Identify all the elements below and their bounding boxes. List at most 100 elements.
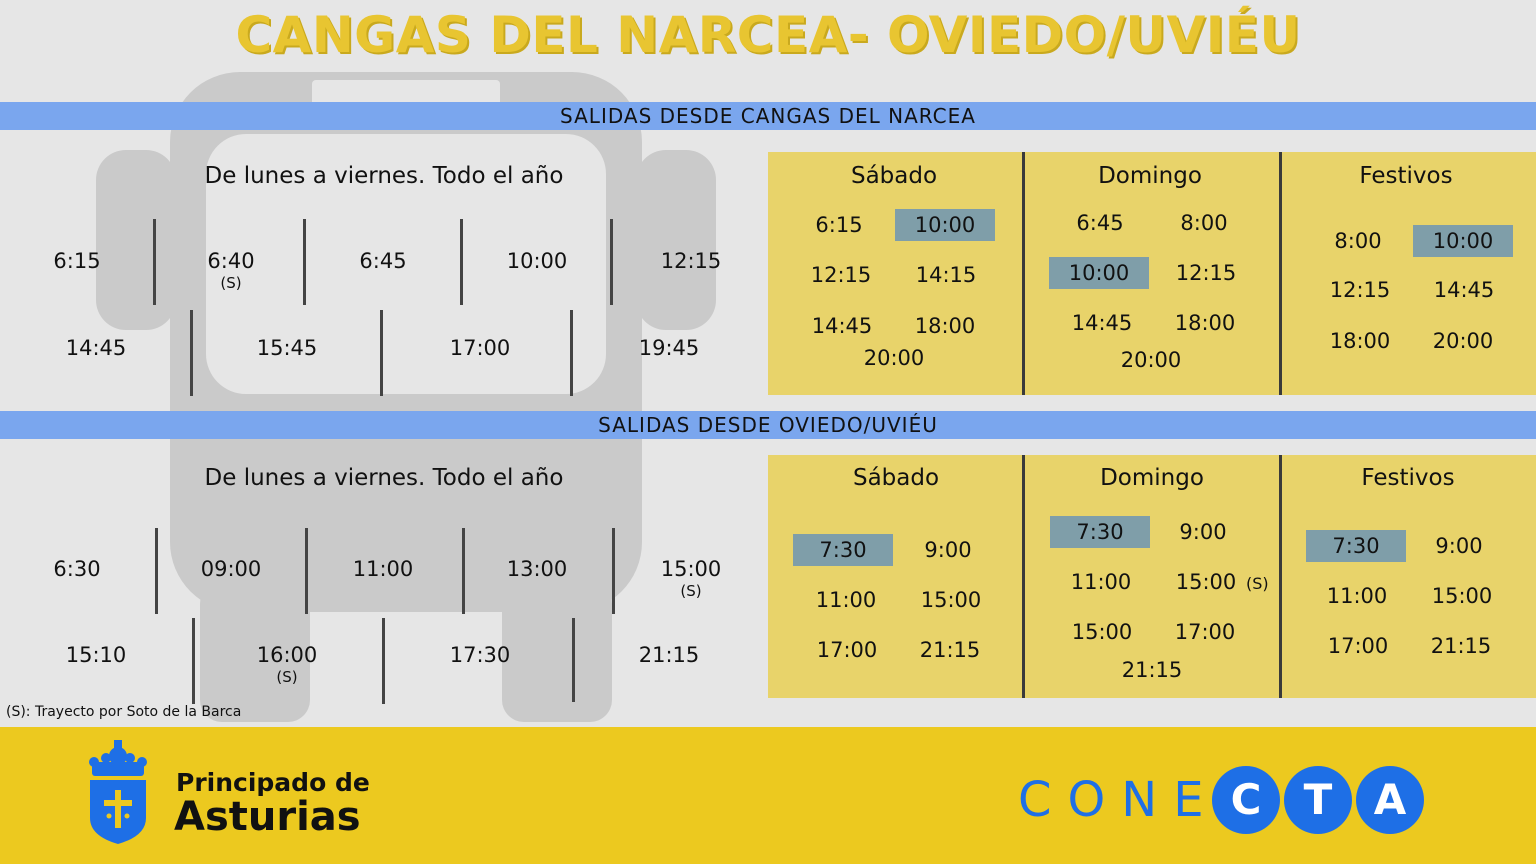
schedule-time: 6:45: [1076, 211, 1124, 235]
highlighted-time: 7:30: [1050, 516, 1150, 548]
weekday-time: 17:00: [449, 336, 511, 360]
divider: [305, 528, 308, 614]
weekday-time: 6:45: [359, 249, 407, 273]
divider: [155, 528, 158, 614]
schedule-time: 9:00: [924, 538, 972, 562]
weekend-schedule-card: [768, 455, 1536, 698]
divider: [190, 310, 193, 396]
weekday-time: 16:00 (S): [227, 643, 347, 686]
schedule-time: 14:45: [811, 314, 873, 338]
section-band-cangas: SALIDAS DESDE CANGAS DEL NARCEA: [0, 102, 1536, 130]
schedule-time: 17:00: [816, 638, 878, 662]
weekday-time: 15:10: [65, 643, 127, 667]
highlighted-time: 7:30: [1306, 530, 1406, 562]
divider: [1022, 152, 1025, 395]
schedule-time: 14:45: [1071, 311, 1133, 335]
divider: [1279, 455, 1282, 698]
schedule-time: 15:00: [1175, 570, 1237, 594]
schedule-time: 12:15: [1175, 261, 1237, 285]
weekday-time: 09:00: [200, 557, 262, 581]
highlighted-time: 7:30: [793, 534, 893, 566]
bus-silhouette-icon: [96, 72, 716, 722]
schedule-time: 9:00: [1179, 520, 1227, 544]
divider: [612, 528, 615, 614]
weekday-time: 19:45: [638, 336, 700, 360]
org-name-line1: Principado de: [176, 768, 370, 797]
divider: [1279, 152, 1282, 395]
footer-bar: [0, 727, 1536, 864]
brand-letter: C: [1212, 766, 1280, 834]
weekday-time: 14:45: [65, 336, 127, 360]
schedule-time: 14:45: [1433, 278, 1495, 302]
divider: [153, 219, 156, 305]
schedule-time: 6:15: [815, 213, 863, 237]
schedule-time: 11:00: [815, 588, 877, 612]
asturias-shield-icon: [89, 740, 147, 844]
schedule-time: 8:00: [1334, 229, 1382, 253]
schedule-time: 15:00: [920, 588, 982, 612]
route-note: (S): [1246, 574, 1269, 593]
weekday-time: 11:00: [352, 557, 414, 581]
route-note: (S): [680, 582, 702, 600]
weekday-time: 13:00: [506, 557, 568, 581]
weekday-time: 21:15: [638, 643, 700, 667]
brand-letter: A: [1356, 766, 1424, 834]
schedule-time: 12:15: [1329, 278, 1391, 302]
schedule-time: 11:00: [1326, 584, 1388, 608]
weekday-title-oviedo: De lunes a viernes. Todo el año: [204, 465, 564, 491]
divider: [1022, 455, 1025, 698]
divider: [380, 310, 383, 396]
sabado-heading: Sábado: [852, 465, 940, 491]
weekend-schedule-card: [768, 152, 1536, 395]
weekday-time: 17:30: [449, 643, 511, 667]
schedule-time: 12:15: [810, 263, 872, 287]
schedule-time: 11:00: [1070, 570, 1132, 594]
schedule-time: 15:00: [1071, 620, 1133, 644]
footnote: (S): Trayecto por Soto de la Barca: [6, 704, 242, 720]
highlighted-time: 10:00: [895, 209, 995, 241]
highlighted-time: 10:00: [1413, 225, 1513, 257]
schedule-time: 17:00: [1174, 620, 1236, 644]
schedule-time: 14:15: [915, 263, 977, 287]
route-note: (S): [220, 274, 242, 292]
festivos-heading: Festivos: [1361, 465, 1455, 491]
domingo-heading: Domingo: [1098, 163, 1202, 189]
schedule-time: 21:15: [919, 638, 981, 662]
divider: [610, 219, 613, 305]
schedule-time: 20:00: [863, 346, 925, 370]
weekday-time: 12:15: [660, 249, 722, 273]
brand-wordmark: CONE: [1018, 772, 1220, 828]
page-title: CANGAS DEL NARCEA- OVIEDO/UVIÉU: [235, 6, 1301, 64]
divider: [460, 219, 463, 305]
weekday-time: 6:30: [53, 557, 101, 581]
section-band-oviedo: SALIDAS DESDE OVIEDO/UVIÉU: [0, 411, 1536, 439]
divider: [572, 618, 575, 702]
schedule-time: 20:00: [1120, 348, 1182, 372]
divider: [462, 528, 465, 614]
weekday-time: 10:00: [506, 249, 568, 273]
weekday-time: 6:15: [53, 249, 101, 273]
schedule-time: 9:00: [1435, 534, 1483, 558]
sabado-heading: Sábado: [850, 163, 938, 189]
divider: [570, 310, 573, 396]
festivos-heading: Festivos: [1359, 163, 1453, 189]
weekday-title-cangas: De lunes a viernes. Todo el año: [204, 163, 564, 189]
weekday-time: 15:00 (S): [631, 557, 751, 600]
schedule-time: 20:00: [1432, 329, 1494, 353]
schedule-time: 21:15: [1430, 634, 1492, 658]
brand-letter: T: [1284, 766, 1352, 834]
weekday-time: 6:40 (S): [171, 249, 291, 292]
domingo-heading: Domingo: [1100, 465, 1204, 491]
schedule-time: 17:00: [1327, 634, 1389, 658]
schedule-time: 21:15: [1121, 658, 1183, 682]
schedule-time: 18:00: [1174, 311, 1236, 335]
highlighted-time: 10:00: [1049, 257, 1149, 289]
schedule-time: 18:00: [914, 314, 976, 338]
divider: [382, 618, 385, 704]
divider: [192, 618, 195, 704]
org-name-line2: Asturias: [174, 794, 361, 840]
schedule-time: 15:00: [1431, 584, 1493, 608]
divider: [303, 219, 306, 305]
schedule-time: 8:00: [1180, 211, 1228, 235]
route-note: (S): [276, 668, 298, 686]
